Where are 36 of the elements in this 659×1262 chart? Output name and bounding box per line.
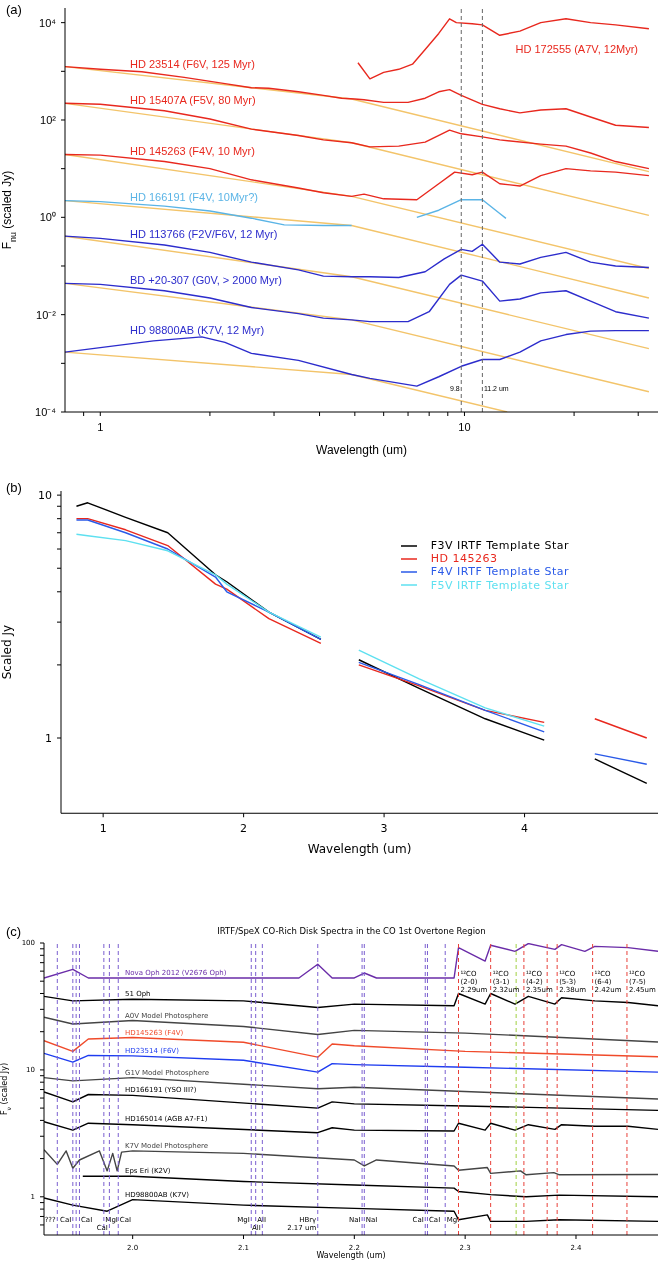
line-series [44, 943, 658, 979]
y-tick-label: 1 [45, 731, 52, 745]
legend-label: F5V IRTF Template Star [430, 578, 569, 592]
y-tick-label: 10⁴ [39, 16, 57, 29]
x-axis-title: Wavelength (um) [307, 842, 412, 857]
text: (c) [6, 924, 22, 939]
text: (b) [6, 480, 22, 495]
series-label: HD 145263 (F4V, 10 Myr) [130, 145, 255, 158]
y-tick-label: 10⁻⁴ [35, 405, 57, 418]
x-axis-title: Wavelength (um) [316, 443, 407, 457]
legend-label: HD 145263 [430, 552, 498, 566]
line-series [44, 1149, 658, 1176]
series-label: HD 15407A (F5V, 80 Myr) [130, 94, 256, 107]
x-tick-label: 3 [380, 822, 388, 836]
series-label: HD 23514 (F6V, 125 Myr) [130, 58, 255, 71]
series-label: HD 98800AB (K7V, 12 Myr) [130, 323, 265, 336]
y-tick-label: 10 [38, 488, 52, 502]
x-tick-label: 1 [99, 822, 107, 836]
series-label: HD 113766 (F2V/F6V, 12 Myr) [130, 228, 278, 241]
series-label: HD 172555 (A7V, 12Myr) [515, 42, 638, 55]
series-label: BD +20-307 (G0V, > 2000 Myr) [130, 274, 282, 287]
text: (a) [6, 2, 22, 17]
line-series [82, 1175, 658, 1198]
legend-label: F3V IRTF Template Star [430, 539, 569, 553]
y-tick-label: 10⁻² [36, 308, 57, 321]
line-series [44, 1076, 658, 1100]
x-tick-label: 4 [521, 822, 529, 836]
line-series [44, 1036, 658, 1058]
x-axis-title: Wavelength (um) [316, 1251, 386, 1260]
chart-title: IRTF/SpeX CO-Rich Disk Spectra in the CO 1st Overtone Region [216, 926, 487, 936]
y-tick-label: 10⁰ [39, 211, 56, 224]
y-tick-label: 10² [40, 113, 57, 126]
y-axis-title: Scaled Jy [0, 624, 14, 680]
legend-label: F4V IRTF Template Star [430, 565, 569, 579]
x-tick-label: 2 [240, 822, 248, 836]
series-label: HD 166191 (F4V, 10Myr?) [130, 190, 258, 203]
